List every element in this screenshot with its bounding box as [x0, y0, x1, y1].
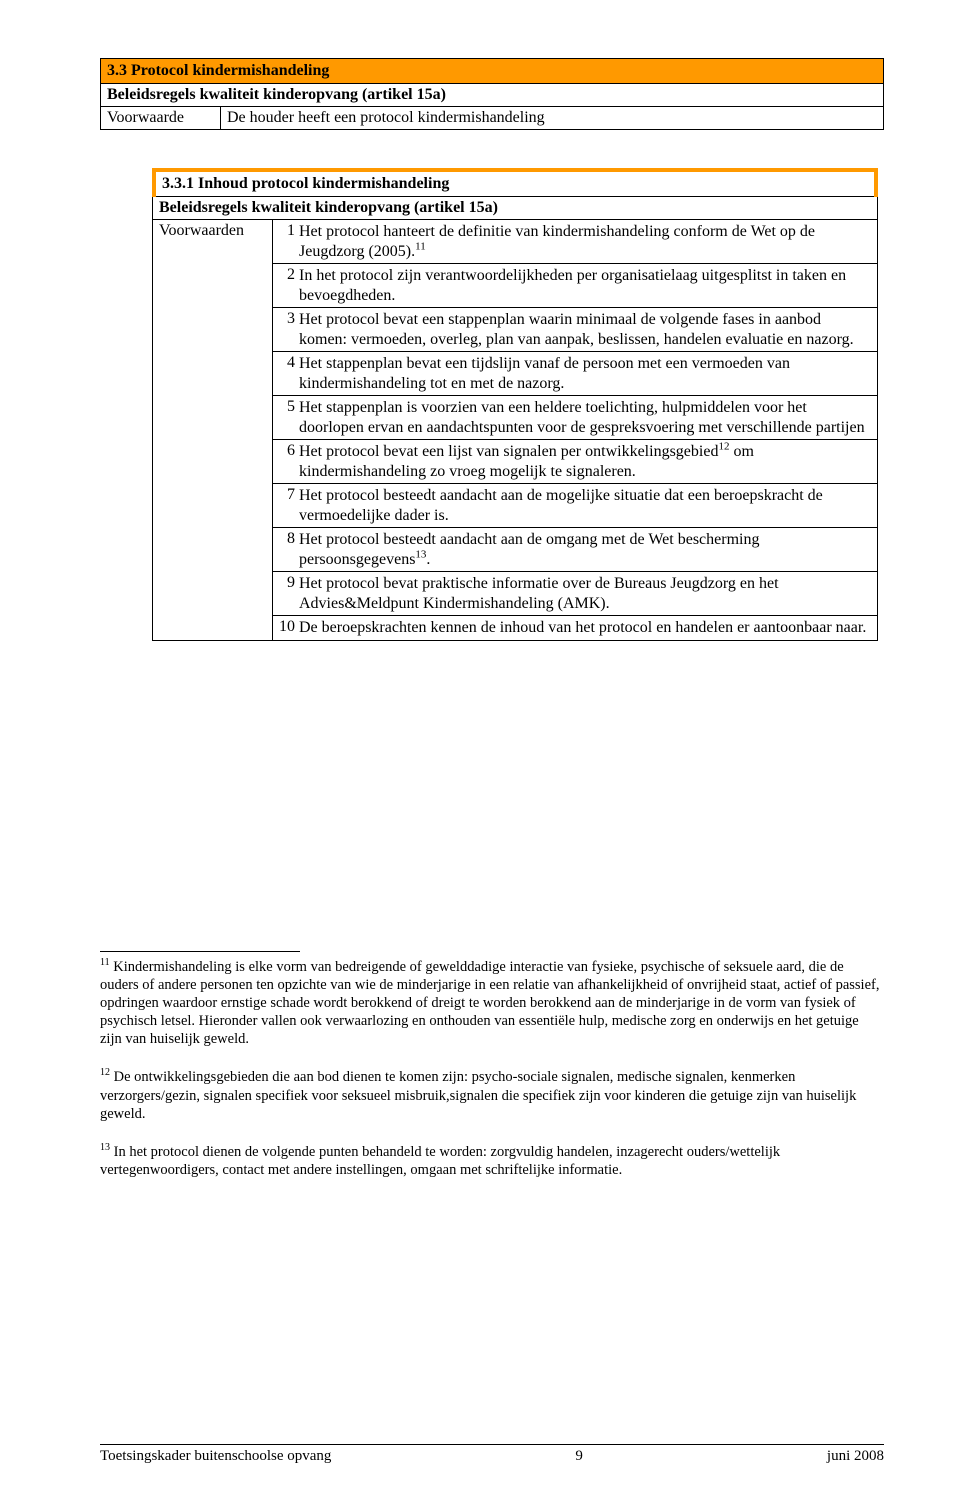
voorwaarden-body: Voorwaarden 1Het protocol hanteert de de…	[152, 220, 878, 641]
item-number: 2	[277, 266, 299, 305]
footnote-separator	[100, 951, 300, 952]
item-number: 7	[277, 486, 299, 525]
item-number: 10	[277, 618, 299, 638]
item-text: Het protocol bevat praktische informatie…	[299, 574, 871, 613]
voorwaarde-row: Voorwaarde De houder heeft een protocol …	[100, 107, 884, 130]
item-number: 5	[277, 398, 299, 437]
list-item: 5Het stappenplan is voorzien van een hel…	[273, 396, 877, 440]
list-item: 4Het stappenplan bevat een tijdslijn van…	[273, 352, 877, 396]
page: 3.3 Protocol kindermishandeling Beleidsr…	[0, 0, 960, 1501]
voorwaarden-items: 1Het protocol hanteert de definitie van …	[273, 220, 877, 640]
footnote-11: 11 Kindermishandeling is elke vorm van b…	[100, 958, 884, 1049]
section-subtitle: Beleidsregels kwaliteit kinderopvang (ar…	[100, 84, 884, 107]
item-text: In het protocol zijn verantwoordelijkhed…	[299, 266, 871, 305]
item-number: 3	[277, 310, 299, 349]
item-number: 4	[277, 354, 299, 393]
footnotes: 11 Kindermishandeling is elke vorm van b…	[100, 951, 884, 1179]
superscript-ref: 12	[718, 441, 729, 453]
footer-left: Toetsingskader buitenschoolse opvang	[100, 1448, 331, 1465]
item-text: Het protocol besteedt aandacht aan de mo…	[299, 486, 871, 525]
footer-right: juni 2008	[827, 1448, 884, 1465]
item-number: 1	[277, 222, 299, 261]
voorwaarde-label: Voorwaarde	[101, 107, 221, 129]
footnote-text: In het protocol dienen de volgende punte…	[100, 1144, 780, 1178]
voorwaarden-label: Voorwaarden	[153, 220, 273, 640]
item-number: 8	[277, 530, 299, 569]
list-item: 6Het protocol bevat een lijst van signal…	[273, 440, 877, 484]
superscript-ref: 13	[415, 548, 426, 560]
item-text: Het protocol bevat een lijst van signale…	[299, 442, 871, 481]
list-item: 7Het protocol besteedt aandacht aan de m…	[273, 484, 877, 528]
list-item: 3Het protocol bevat een stappenplan waar…	[273, 308, 877, 352]
list-item: 9Het protocol bevat praktische informati…	[273, 572, 877, 616]
footer-separator	[100, 1444, 884, 1445]
list-item: 10De beroepskrachten kennen de inhoud va…	[273, 616, 877, 640]
footer-page-number: 9	[575, 1448, 583, 1465]
item-number: 9	[277, 574, 299, 613]
footnote-num: 11	[100, 957, 110, 968]
item-text: Het protocol hanteert de definitie van k…	[299, 222, 871, 261]
item-text: Het stappenplan is voorzien van een held…	[299, 398, 871, 437]
list-item: 8Het protocol besteedt aandacht aan de o…	[273, 528, 877, 572]
inner-table: 3.3.1 Inhoud protocol kindermishandeling…	[152, 168, 878, 641]
footnote-text: De ontwikkelingsgebieden die aan bod die…	[100, 1069, 856, 1121]
footer: Toetsingskader buitenschoolse opvang 9 j…	[100, 1448, 884, 1465]
item-text: Het protocol bevat een stappenplan waari…	[299, 310, 871, 349]
item-number: 6	[277, 442, 299, 481]
footnote-num: 12	[100, 1068, 110, 1079]
voorwaarde-text: De houder heeft een protocol kindermisha…	[221, 107, 883, 129]
inner-section-title: 3.3.1 Inhoud protocol kindermishandeling	[156, 172, 874, 197]
item-text: De beroepskrachten kennen de inhoud van …	[299, 618, 871, 638]
footnote-13: 13 In het protocol dienen de volgende pu…	[100, 1143, 884, 1179]
footnote-num: 13	[100, 1142, 110, 1153]
section-title: 3.3 Protocol kindermishandeling	[100, 58, 884, 84]
footnote-text: Kindermishandeling is elke vorm van bedr…	[100, 959, 879, 1048]
footnote-12: 12 De ontwikkelingsgebieden die aan bod …	[100, 1068, 884, 1122]
superscript-ref: 11	[415, 240, 426, 252]
list-item: 2In het protocol zijn verantwoordelijkhe…	[273, 264, 877, 308]
item-text: Het protocol besteedt aandacht aan de om…	[299, 530, 871, 569]
item-text: Het stappenplan bevat een tijdslijn vana…	[299, 354, 871, 393]
inner-subtitle: Beleidsregels kwaliteit kinderopvang (ar…	[152, 197, 878, 220]
list-item: 1Het protocol hanteert de definitie van …	[273, 220, 877, 264]
